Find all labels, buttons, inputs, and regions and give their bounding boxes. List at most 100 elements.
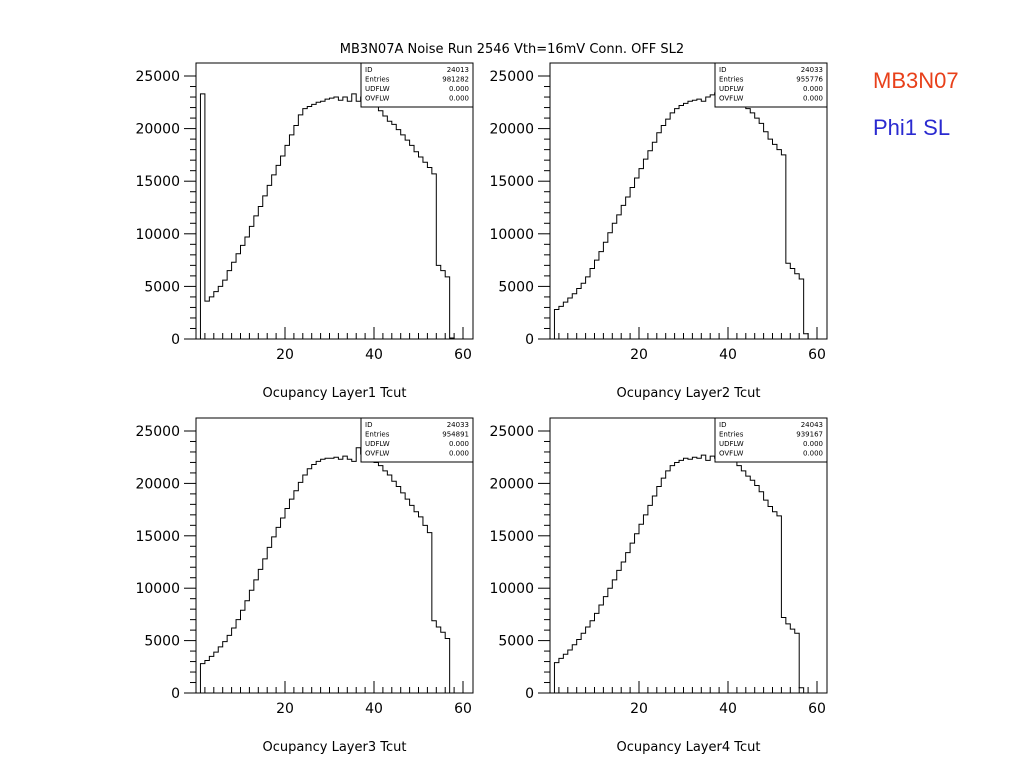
superlayer-label: Phi1 SL	[873, 115, 951, 140]
y-tick-label: 25000	[135, 424, 180, 440]
stats-value: 24033	[801, 66, 823, 74]
stats-value: 0.000	[449, 85, 469, 93]
page-title: MB3N07A Noise Run 2546 Vth=16mV Conn. OF…	[340, 42, 684, 57]
stats-value: 955776	[796, 76, 823, 84]
y-tick-label: 25000	[135, 69, 180, 85]
y-tick-label: 10000	[489, 227, 534, 243]
stats-value: 0.000	[449, 440, 469, 448]
y-tick-label: 15000	[489, 174, 534, 190]
stats-key: ID	[719, 66, 726, 74]
stats-key: UDFLW	[719, 440, 744, 448]
stats-value: 0.000	[803, 95, 823, 103]
axis-ticks: 0 5000 10000 15000 20000 25000 20 40 60	[135, 69, 471, 363]
stats-value: 0.000	[449, 95, 469, 103]
stats-box: ID 24033 Entries 954891 UDFLW 0.000 OVFLW 0.000	[360, 417, 474, 463]
x-tick-label: 60	[454, 347, 472, 363]
stats-value: 954891	[442, 431, 469, 439]
stats-key: OVFLW	[365, 95, 389, 103]
y-tick-label: 5000	[144, 279, 180, 295]
stats-value: 24033	[447, 421, 469, 429]
stats-key: UDFLW	[365, 85, 390, 93]
y-tick-label: 5000	[498, 634, 534, 650]
stats-box-frame	[360, 62, 474, 108]
plot-frame	[195, 417, 474, 694]
y-tick-label: 0	[171, 332, 180, 348]
y-tick-label: 20000	[489, 476, 534, 492]
y-tick-label: 15000	[135, 174, 180, 190]
y-tick-label: 0	[525, 332, 534, 348]
stats-value: 0.000	[803, 440, 823, 448]
y-tick-label: 25000	[489, 69, 534, 85]
y-tick-label: 5000	[144, 634, 180, 650]
panel-title: Ocupancy Layer3 Tcut	[263, 740, 407, 755]
stats-value: 24013	[447, 66, 469, 74]
y-tick-label: 0	[525, 686, 534, 702]
y-tick-label: 25000	[489, 424, 534, 440]
stats-key: UDFLW	[719, 85, 744, 93]
stats-value: 981282	[442, 76, 469, 84]
stats-value: 0.000	[803, 85, 823, 93]
panel-title: Ocupancy Layer2 Tcut	[617, 386, 761, 401]
stats-key: UDFLW	[365, 440, 390, 448]
x-tick-label: 20	[276, 347, 294, 363]
plot-frame	[195, 62, 474, 340]
axis-ticks: 0 5000 10000 15000 20000 25000 20 40 60	[489, 424, 825, 717]
y-tick-label: 10000	[135, 227, 180, 243]
stats-key: OVFLW	[719, 450, 743, 458]
histogram-line	[199, 93, 463, 340]
plot-frame	[549, 62, 828, 340]
stats-box: ID 24013 Entries 981282 UDFLW 0.000 OVFLW 0.000	[360, 62, 474, 108]
stats-box-frame	[714, 417, 828, 463]
stats-value: 0.000	[803, 450, 823, 458]
x-tick-label: 60	[808, 701, 826, 717]
stats-key: OVFLW	[719, 95, 743, 103]
x-tick-label: 40	[719, 347, 737, 363]
histogram-line	[553, 90, 817, 340]
stats-key: ID	[365, 66, 372, 74]
x-tick-label: 40	[719, 701, 737, 717]
stats-box-frame	[714, 62, 828, 108]
x-tick-label: 20	[276, 701, 294, 717]
histogram-line	[553, 454, 817, 694]
stats-key: Entries	[719, 431, 744, 439]
stats-key: OVFLW	[365, 450, 389, 458]
axis-ticks: 0 5000 10000 15000 20000 25000 20 40 60	[135, 424, 471, 717]
stats-key: ID	[719, 421, 726, 429]
x-tick-label: 40	[365, 347, 383, 363]
stats-box-frame	[360, 417, 474, 463]
stats-key: Entries	[365, 76, 390, 84]
axis-ticks: 0 5000 10000 15000 20000 25000 20 40 60	[489, 69, 825, 363]
y-tick-label: 0	[171, 686, 180, 702]
y-tick-label: 5000	[498, 279, 534, 295]
x-tick-label: 60	[808, 347, 826, 363]
chamber-label: MB3N07	[873, 68, 959, 93]
y-tick-label: 20000	[489, 122, 534, 138]
plot-frame	[549, 417, 828, 694]
y-tick-label: 10000	[135, 581, 180, 597]
panel-layer3: 0 5000 10000 15000 20000 25000 20 40 60 ID 24033 E…	[135, 417, 474, 755]
panel-layer1: 0 5000 10000 15000 20000 25000 20 40 60 ID 24013 E…	[135, 62, 474, 401]
x-tick-label: 20	[630, 701, 648, 717]
panel-title: Ocupancy Layer1 Tcut	[263, 386, 407, 401]
y-tick-label: 10000	[489, 581, 534, 597]
stats-value: 24043	[801, 421, 823, 429]
stats-key: ID	[365, 421, 372, 429]
stats-value: 939167	[796, 431, 823, 439]
x-tick-label: 60	[454, 701, 472, 717]
y-tick-label: 20000	[135, 476, 180, 492]
panel-layer2: 0 5000 10000 15000 20000 25000 20 40 60 ID 24033 E…	[489, 62, 828, 401]
y-tick-label: 15000	[489, 529, 534, 545]
stats-box: ID 24033 Entries 955776 UDFLW 0.000 OVFLW 0.000	[714, 62, 828, 108]
histogram-line	[199, 447, 463, 694]
x-tick-label: 20	[630, 347, 648, 363]
stats-key: Entries	[719, 76, 744, 84]
panel-layer4: 0 5000 10000 15000 20000 25000 20 40 60 ID 24043 E…	[489, 417, 828, 755]
x-tick-label: 40	[365, 701, 383, 717]
panel-title: Ocupancy Layer4 Tcut	[617, 740, 761, 755]
y-tick-label: 20000	[135, 122, 180, 138]
stats-value: 0.000	[449, 450, 469, 458]
y-tick-label: 15000	[135, 529, 180, 545]
stats-box: ID 24043 Entries 939167 UDFLW 0.000 OVFLW 0.000	[714, 417, 828, 463]
stats-key: Entries	[365, 431, 390, 439]
